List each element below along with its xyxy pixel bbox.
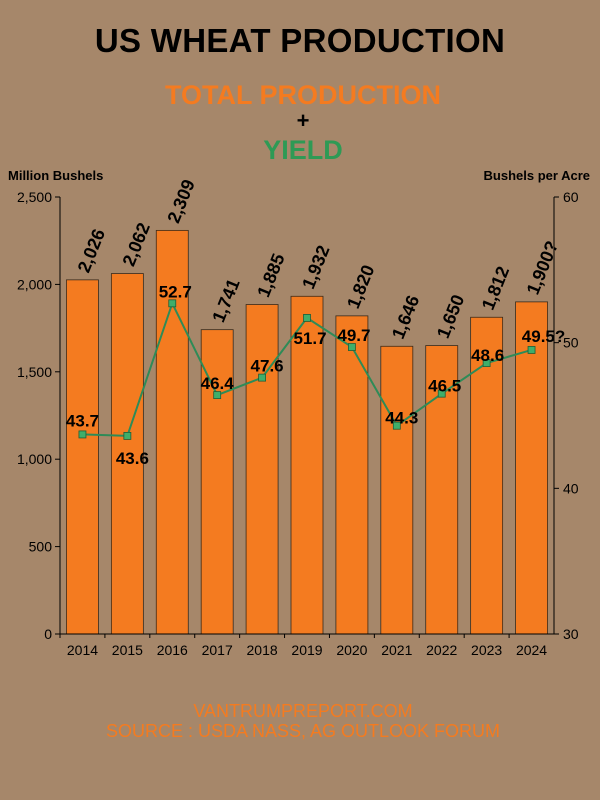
x-tick-label: 2018 [247, 642, 278, 658]
bar-value-label: 1,650 [433, 292, 468, 341]
bar-value-label: 1,646 [388, 293, 423, 342]
y-tick-label-left: 500 [29, 539, 53, 555]
bar-value-label: 2,062 [119, 220, 154, 269]
yield-value-label: 47.6 [251, 357, 284, 376]
footer-source: SOURCE : USDA NASS, AG OUTLOOK FORUM [105, 721, 501, 741]
y-tick-label-left: 0 [44, 626, 52, 642]
bar-2024 [515, 301, 548, 635]
bar-2016 [155, 229, 189, 635]
bar-value-label: 1,820 [343, 262, 378, 311]
bar-2020 [335, 315, 369, 635]
yield-point-2017 [213, 391, 222, 400]
y-tick-label-right: 60 [563, 189, 579, 205]
x-tick-label: 2016 [157, 642, 188, 658]
x-tick-label: 2022 [426, 642, 457, 658]
yield-value-label: 48.6 [471, 346, 504, 365]
yield-value-label: 49.7 [337, 326, 370, 345]
y-tick-label-left: 1,500 [17, 364, 52, 380]
yield-value-label: 46.4 [201, 374, 235, 393]
y-tick-label-right: 30 [563, 626, 579, 642]
x-tick-label: 2019 [291, 642, 322, 658]
bar-value-label: 1,900? [523, 238, 563, 297]
yield-point-2018 [258, 373, 266, 382]
x-tick-label: 2021 [381, 642, 412, 658]
yield-value-label: 43.6 [116, 449, 149, 468]
subtitle-plus: + [296, 108, 310, 133]
yield-point-2019 [303, 314, 311, 322]
bar-2015 [110, 273, 144, 635]
y-axis-label-left: Million Bushels [8, 168, 104, 183]
subtitle-production: TOTAL PRODUCTION [165, 80, 441, 110]
yield-point-2024 [527, 346, 536, 354]
y-tick-label-right: 40 [563, 480, 579, 496]
yield-point-2021 [392, 421, 401, 430]
bar-value-label: 1,741 [208, 276, 243, 325]
yield-point-2020 [348, 343, 356, 351]
yield-value-label: 43.7 [66, 411, 99, 430]
bar-value-label: 1,932 [298, 243, 333, 292]
y-tick-label-left: 2,500 [17, 189, 52, 205]
x-tick-label: 2015 [112, 642, 143, 658]
x-tick-label: 2017 [202, 642, 233, 658]
yield-value-label: 51.7 [293, 329, 326, 348]
yield-point-2015 [123, 431, 132, 440]
x-tick-label: 2014 [67, 642, 98, 658]
bar-value-label: 2,309 [163, 177, 198, 226]
x-tick-label: 2024 [516, 642, 547, 658]
bar-2017 [200, 329, 234, 635]
y-tick-label-right: 50 [563, 335, 579, 351]
bar-2023 [470, 316, 504, 635]
yield-point-2014 [78, 430, 87, 439]
yield-point-2022 [437, 389, 446, 398]
bar-2014 [66, 279, 99, 635]
bar-value-label: 1,812 [478, 264, 513, 313]
subtitle-yield: YIELD [263, 135, 343, 165]
chart-title: US WHEAT PRODUCTION [94, 22, 506, 59]
yield-value-label: 46.5 [428, 377, 461, 396]
bar-value-label: 1,885 [253, 251, 288, 300]
y-tick-label-left: 2,000 [17, 276, 52, 292]
bar-2019 [290, 295, 324, 635]
bar-value-label: 2,026 [74, 226, 109, 275]
bar-2018 [245, 304, 279, 635]
yield-point-2023 [482, 359, 491, 367]
x-tick-label: 2020 [336, 642, 367, 658]
y-tick-label-left: 1,000 [17, 451, 52, 467]
yield-value-label: 52.7 [159, 282, 192, 301]
x-tick-label: 2023 [471, 642, 502, 658]
footer-site: VANTRUMPREPORT.COM [193, 701, 413, 721]
yield-point-2016 [168, 299, 177, 308]
y-axis-label-right: Bushels per Acre [483, 168, 590, 183]
bar-2021 [380, 345, 414, 635]
yield-value-label: 44.3 [385, 409, 418, 428]
yield-value-label: 49.5? [522, 327, 565, 346]
